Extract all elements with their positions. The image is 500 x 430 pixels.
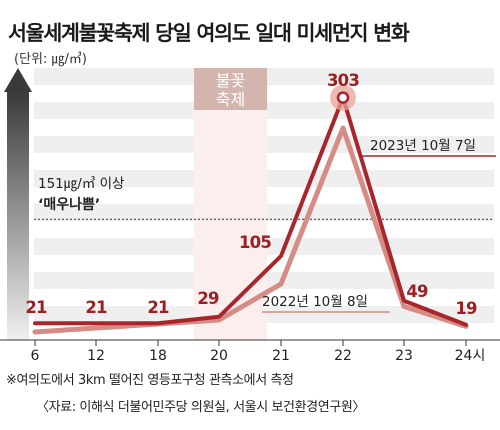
festival-label-line1: 불꽃: [216, 71, 245, 90]
source: 〈자료: 이해식 더불어민주당 의원실, 서울시 보건환경연구원〉: [36, 400, 365, 415]
threshold-level: ‘매우나쁨’: [38, 197, 100, 213]
x-tick-label: 20: [210, 348, 228, 364]
x-tick-label: 21: [272, 348, 290, 364]
x-tick-label: 24시: [455, 348, 486, 364]
series-line-2023: [33, 95, 468, 327]
x-tick-label: 22: [334, 348, 352, 364]
series-lines: [32, 84, 469, 335]
value-label: 21: [85, 298, 107, 317]
threshold-label: 151㎍/㎥ 이상: [38, 176, 124, 192]
note: ※여의도에서 3km 떨어진 영등포구청 관측소에서 측정: [6, 373, 294, 388]
x-tick-label: 18: [149, 348, 167, 364]
value-label: 49: [406, 282, 428, 301]
legend-2022: 2022년 10월 8일: [262, 294, 390, 313]
value-label: 29: [197, 289, 219, 308]
value-label: 19: [455, 299, 477, 318]
festival-label-line2: 축제: [216, 90, 245, 109]
chart-title: 서울세계불꽃축제 당일 여의도 일대 미세먼지 변화: [8, 21, 410, 45]
threshold: 151㎍/㎥ 이상 ‘매우나쁨’: [34, 176, 492, 220]
x-ticks: 6 12 18 20 21 22 23 24시: [31, 340, 486, 364]
legend-2023: 2023년 10월 7일: [362, 138, 496, 157]
value-label: 21: [147, 298, 169, 317]
x-tick-label: 12: [87, 348, 105, 364]
x-tick-label: 6: [31, 348, 40, 364]
value-label: 21: [25, 298, 47, 317]
value-label: 303: [327, 71, 359, 90]
unit-label: (단위: ㎍/㎥): [14, 52, 87, 67]
x-tick-label: 23: [395, 348, 413, 364]
value-label: 105: [239, 233, 271, 252]
y-axis-arrow: [4, 68, 32, 340]
value-labels: 21 21 21 29 105 303 49 19: [25, 71, 477, 318]
peak-marker: [336, 91, 350, 104]
legend-2023-label: 2023년 10월 7일: [370, 138, 476, 154]
legend-2022-label: 2022년 10월 8일: [262, 294, 368, 310]
series-line-2022: [32, 125, 469, 335]
